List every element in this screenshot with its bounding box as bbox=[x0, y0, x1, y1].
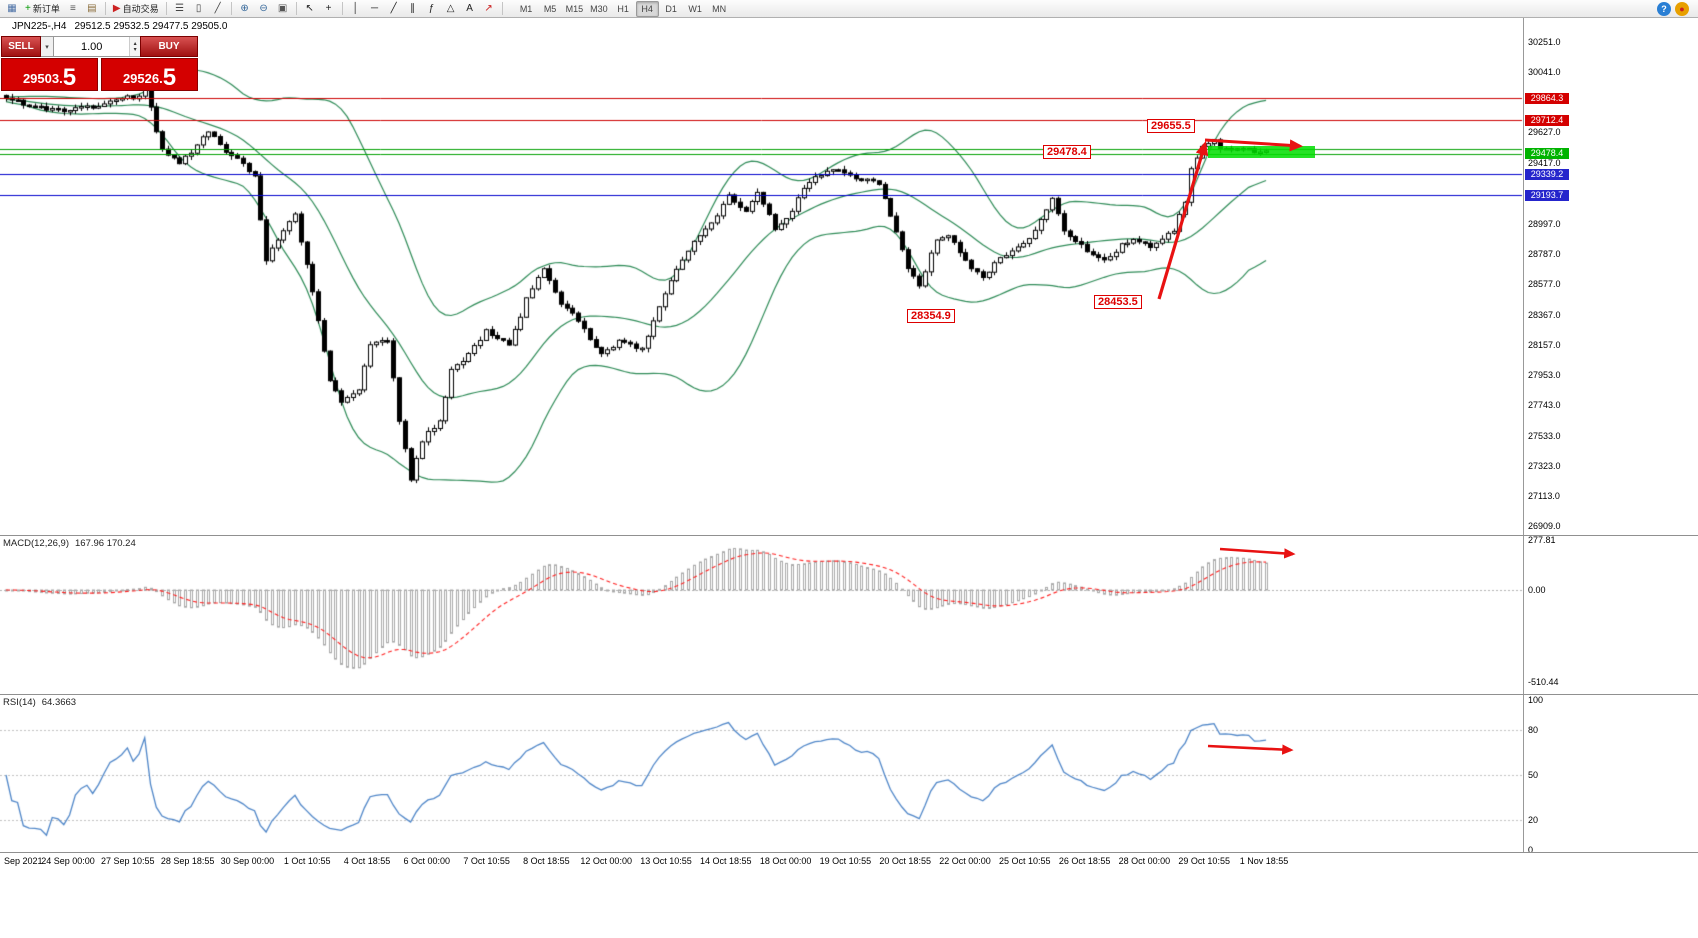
bid-price-big-digit: 5 bbox=[62, 63, 77, 91]
candlestick-chart-button[interactable]: ▯ bbox=[190, 1, 208, 17]
arrow-objects-button[interactable]: ↗ bbox=[480, 1, 498, 17]
chart-window-button[interactable]: ▦ bbox=[3, 1, 21, 17]
candlestick-chart-icon: ▯ bbox=[195, 2, 202, 14]
cursor-icon: ↖ bbox=[305, 2, 314, 14]
text-label-icon: A bbox=[466, 2, 473, 14]
toolbar-separator bbox=[230, 2, 232, 15]
toolbar-separator bbox=[165, 2, 167, 15]
toolbar-button-label: 自动交易 bbox=[122, 4, 159, 14]
timeframe-d1-button[interactable]: D1 bbox=[665, 3, 677, 14]
arrow-objects-icon: ↗ bbox=[484, 2, 493, 14]
shapes-button[interactable]: △ bbox=[442, 1, 460, 17]
autotrading-button[interactable]: ▶ 自动交易 bbox=[110, 1, 162, 17]
symbol-ohlc-values: 29512.5 29532.5 29477.5 29505.0 bbox=[74, 21, 228, 32]
autotrading-icon: ▶ bbox=[112, 2, 121, 14]
equidistant-channel-button[interactable]: ∥ bbox=[404, 1, 422, 17]
timeframe-m5-button[interactable]: M5 bbox=[543, 3, 557, 14]
chart-symbol-info: JPN225-,H4 29512.5 29532.5 29477.5 29505… bbox=[12, 21, 227, 32]
tile-windows-icon: ▣ bbox=[277, 2, 288, 14]
community-icon[interactable]: ● bbox=[1675, 1, 1689, 16]
toolbar-separator bbox=[295, 2, 297, 15]
lot-preset-dropdown[interactable]: ▾ bbox=[41, 36, 54, 57]
toolbar-right-group: ? ● bbox=[1657, 1, 1689, 16]
ask-price-big-digit: 5 bbox=[162, 63, 177, 91]
one-click-trading-widget: SELL ▾ ▴▾ BUY 29503.5 29526.5 bbox=[1, 36, 198, 91]
toolbar-separator bbox=[104, 2, 106, 15]
horizontal-line-icon: ─ bbox=[371, 2, 379, 14]
rsi-values: 64.3663 bbox=[41, 697, 77, 708]
toolbar-separator bbox=[501, 2, 503, 15]
new-order-icon: + bbox=[25, 2, 31, 14]
stepper-up-icon: ▴ bbox=[133, 40, 137, 47]
templates-icon: ▤ bbox=[87, 2, 97, 14]
timeframe-w1-button[interactable]: W1 bbox=[688, 3, 702, 14]
timeframe-m30-button[interactable]: M30 bbox=[590, 3, 608, 14]
macd-panel-splitter[interactable] bbox=[0, 535, 1698, 536]
rsi-panel-splitter[interactable] bbox=[0, 694, 1698, 695]
cursor-button[interactable]: ↖ bbox=[301, 1, 319, 17]
rsi-name: RSI(14) bbox=[3, 697, 36, 708]
lot-size-input[interactable] bbox=[54, 37, 130, 56]
help-icon[interactable]: ? bbox=[1657, 1, 1671, 16]
symbol-name: JPN225-,H4 bbox=[12, 21, 67, 32]
trendline-icon: ╱ bbox=[390, 2, 397, 14]
one-click-buttons-row: SELL ▾ ▴▾ BUY bbox=[1, 36, 198, 57]
bid-price-display[interactable]: 29503. 5 bbox=[1, 58, 98, 91]
zoom-out-button[interactable]: ⊖ bbox=[255, 1, 273, 17]
timeframe-m15-button[interactable]: M15 bbox=[565, 3, 584, 14]
chevron-down-icon: ▾ bbox=[45, 43, 49, 51]
ask-price-main: 29526. bbox=[122, 71, 163, 86]
ohlc-bars-button[interactable]: ☰ bbox=[171, 1, 189, 17]
ohlc-bars-icon: ☰ bbox=[175, 2, 185, 14]
tile-windows-button[interactable]: ▣ bbox=[274, 1, 292, 17]
shapes-icon: △ bbox=[446, 2, 455, 14]
zoom-in-icon: ⊕ bbox=[240, 2, 249, 14]
vertical-line-icon: │ bbox=[352, 2, 359, 14]
buy-button[interactable]: BUY bbox=[140, 36, 198, 57]
zoom-in-button[interactable]: ⊕ bbox=[236, 1, 254, 17]
timeframe-group: M1 M5 M15 M30 H1 H4 D1 W1 MN bbox=[515, 0, 731, 17]
lot-size-field: ▴▾ bbox=[54, 36, 140, 57]
line-chart-icon: ╱ bbox=[214, 2, 221, 14]
crosshair-button[interactable]: + bbox=[320, 1, 338, 17]
rsi-indicator-label: RSI(14) 64.3663 bbox=[3, 697, 76, 708]
new-order-button[interactable]: + 新订单 bbox=[22, 1, 63, 17]
fibonacci-button[interactable]: ƒ bbox=[423, 1, 441, 17]
horizontal-line-button[interactable]: ─ bbox=[366, 1, 384, 17]
bid-price-main: 29503. bbox=[22, 71, 63, 86]
stepper-down-icon: ▾ bbox=[133, 46, 137, 53]
templates-button[interactable]: ▤ bbox=[83, 1, 101, 17]
one-click-prices-row: 29503. 5 29526. 5 bbox=[1, 58, 198, 91]
crosshair-icon: + bbox=[325, 2, 332, 14]
macd-name: MACD(12,26,9) bbox=[3, 538, 69, 549]
chart-window-icon: ▦ bbox=[7, 2, 17, 14]
sell-button[interactable]: SELL bbox=[1, 36, 41, 57]
trendline-button[interactable]: ╱ bbox=[385, 1, 403, 17]
profiles-icon: ≡ bbox=[69, 2, 76, 14]
text-label-button[interactable]: A bbox=[461, 1, 479, 17]
main-toolbar: ▦ + 新订单 ≡ ▤ ▶ 自动交易 ☰ ▯ ╱ ⊕ ⊖ ▣ ↖ + │ ─ ╱ ∥ ƒ △ A ↗ M1 M5 M15 M30 H1… bbox=[0, 0, 1698, 18]
toolbar-separator bbox=[341, 2, 343, 15]
timeframe-h1-button[interactable]: H1 bbox=[617, 3, 629, 14]
price-scale-border bbox=[1523, 18, 1524, 852]
timeframe-mn-button[interactable]: MN bbox=[712, 3, 727, 14]
time-axis-line bbox=[0, 852, 1698, 853]
macd-values: 167.96 170.24 bbox=[75, 538, 136, 549]
macd-indicator-label: MACD(12,26,9) 167.96 170.24 bbox=[3, 538, 136, 549]
ask-price-display[interactable]: 29526. 5 bbox=[101, 58, 198, 91]
lot-stepper[interactable]: ▴ ▾ bbox=[129, 37, 140, 56]
vertical-line-button[interactable]: │ bbox=[347, 1, 365, 17]
line-chart-button[interactable]: ╱ bbox=[209, 1, 227, 17]
timeframe-h4-button[interactable]: H4 bbox=[635, 0, 659, 17]
profiles-button[interactable]: ≡ bbox=[64, 1, 82, 17]
equidistant-channel-icon: ∥ bbox=[410, 2, 416, 14]
fibonacci-icon: ƒ bbox=[428, 2, 435, 14]
zoom-out-icon: ⊖ bbox=[259, 2, 268, 14]
toolbar-button-label: 新订单 bbox=[32, 4, 60, 14]
timeframe-m1-button[interactable]: M1 bbox=[519, 3, 533, 14]
